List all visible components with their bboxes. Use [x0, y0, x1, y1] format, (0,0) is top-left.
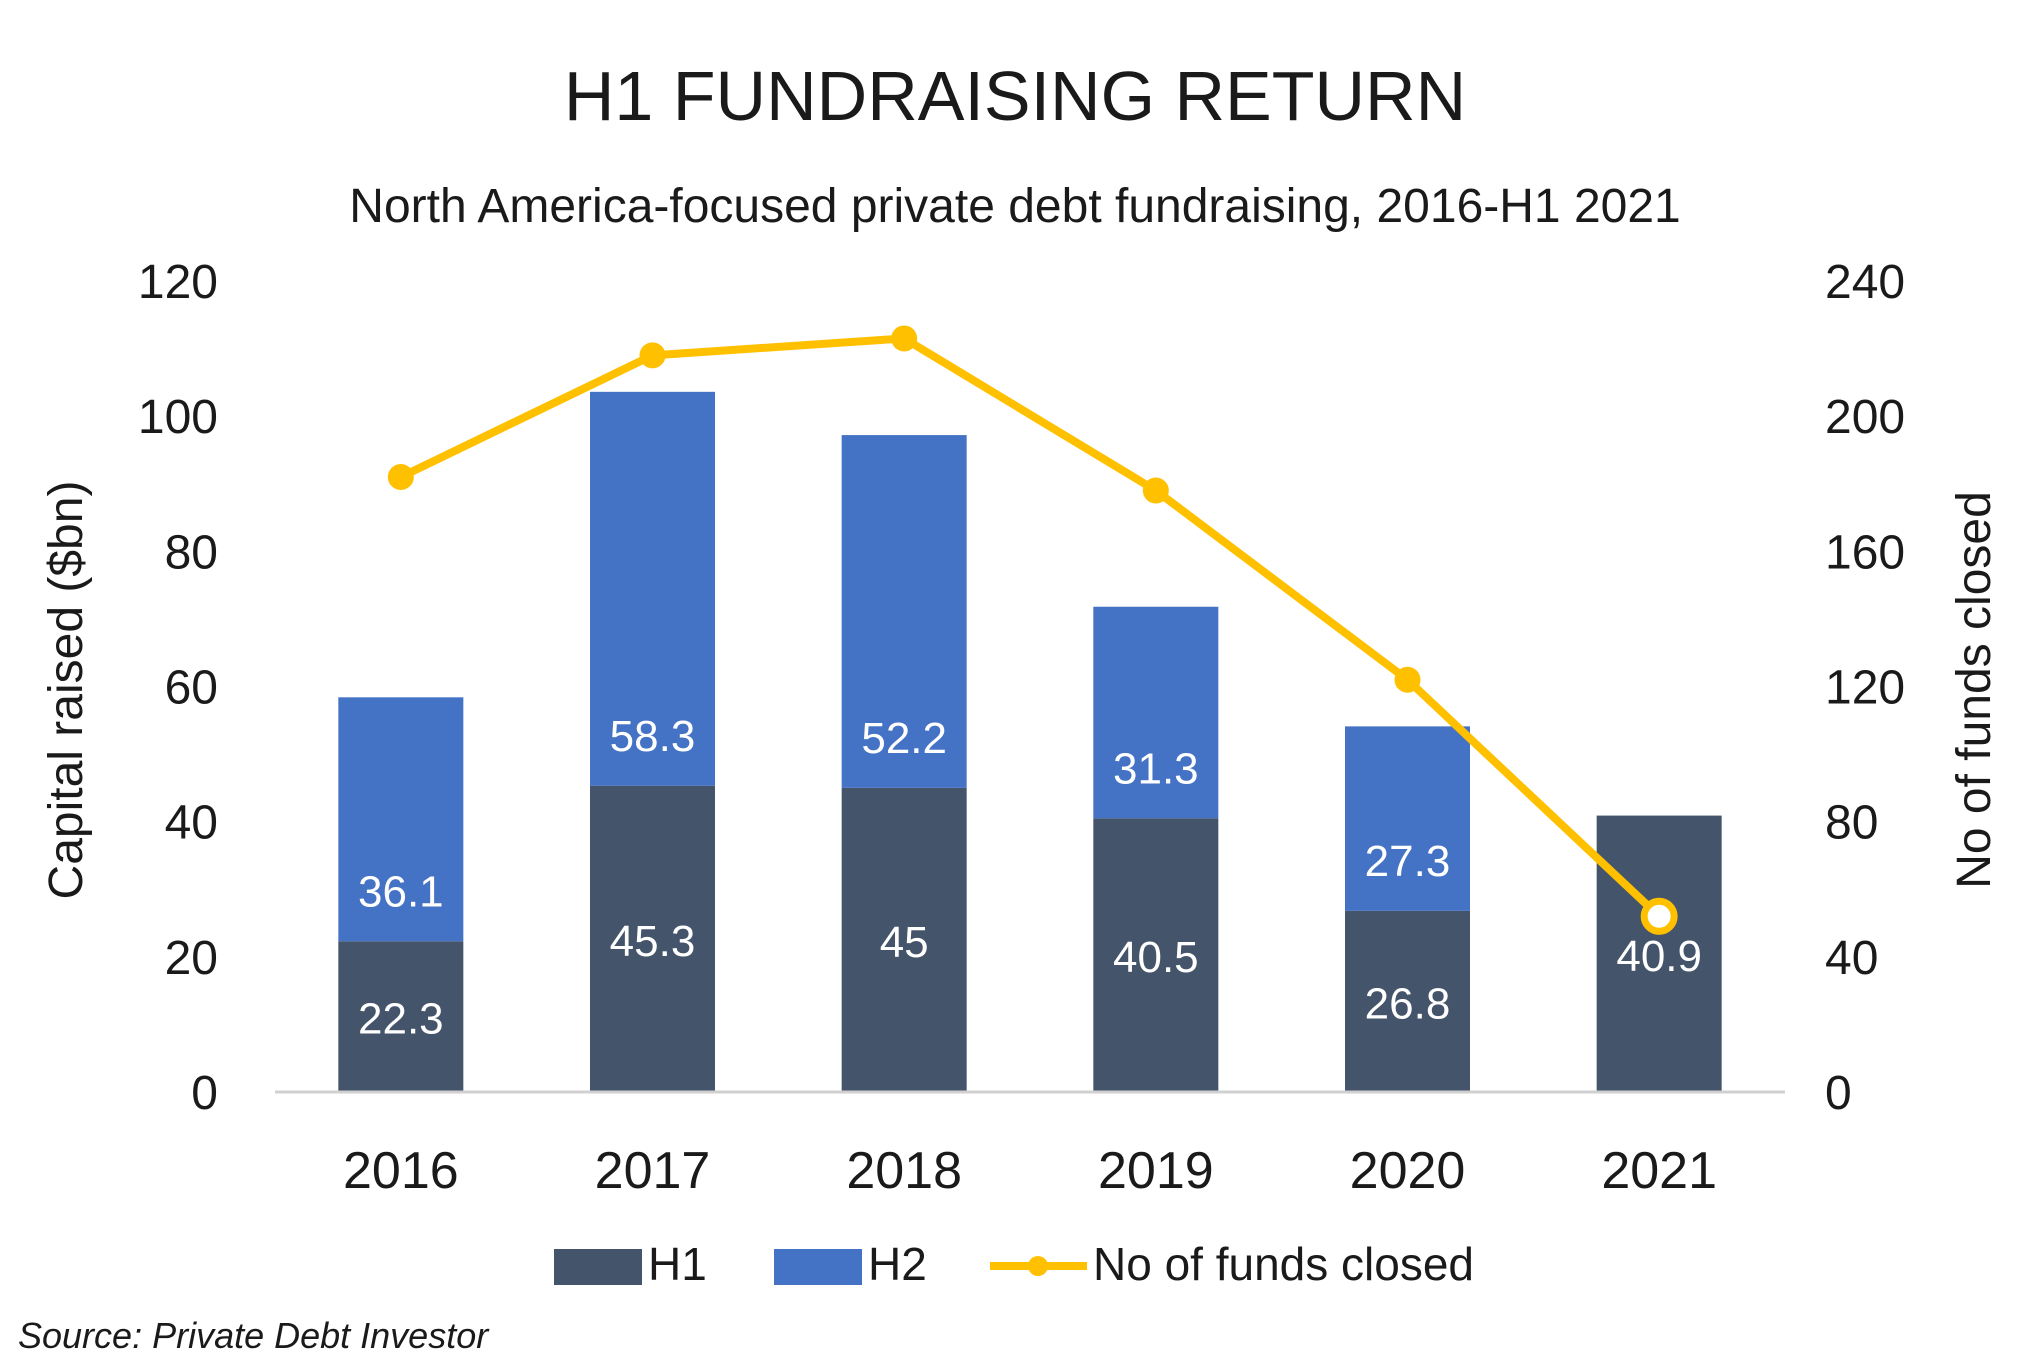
x-tick-label: 2019	[1098, 1142, 1214, 1200]
bar-h1	[1345, 910, 1470, 1092]
bar-value-label: 52.2	[861, 714, 947, 763]
bar-value-label: 36.1	[358, 867, 444, 916]
bar-value-label: 40.5	[1113, 933, 1199, 982]
y-tick-label: 120	[138, 256, 218, 309]
y2-axis-label: No of funds closed	[1948, 491, 2001, 889]
x-tick-label: 2021	[1601, 1142, 1717, 1200]
funds-point	[1142, 477, 1169, 504]
source-note: Source: Private Debt Investor	[18, 1315, 490, 1356]
chart-subtitle: North America-focused private debt fundr…	[349, 180, 1680, 233]
legend-label-h1: H1	[648, 1238, 707, 1290]
funds-point	[387, 463, 414, 490]
bar-value-label: 22.3	[358, 995, 444, 1044]
legend-label-h2: H2	[868, 1238, 927, 1290]
funds-point	[639, 342, 666, 369]
bar-h2	[590, 391, 715, 786]
y-tick-label: 100	[138, 391, 218, 444]
legend: H1 H2 No of funds closed	[554, 1238, 1474, 1290]
y2-tick-label: 120	[1825, 662, 1905, 715]
bar-h1	[1093, 818, 1219, 1092]
funds-point	[1640, 897, 1678, 935]
funds-point	[891, 325, 918, 352]
legend-swatch-h1	[554, 1249, 642, 1285]
y2-tick-label: 160	[1825, 526, 1905, 579]
y2-tick-label: 80	[1825, 797, 1878, 850]
y2-tick-label: 0	[1825, 1067, 1852, 1120]
bar-h2	[1093, 606, 1219, 819]
x-tick-label: 2017	[595, 1142, 711, 1200]
legend-line-marker	[1028, 1256, 1048, 1276]
chart-title: H1 FUNDRAISING RETURN	[564, 57, 1466, 135]
y2-tick-label: 40	[1825, 932, 1878, 985]
right-axis-ticks: 0 40 80 120 160 200 240	[1825, 256, 1905, 1120]
bar-h2	[1345, 726, 1470, 911]
y-tick-label: 40	[165, 797, 218, 850]
bar-value-label: 40.9	[1616, 932, 1702, 981]
bar-labels: 22.3 36.1 45.3 58.3 45 52.2 40.5 31.3 26.8 27.3 40…	[358, 712, 1702, 1044]
funds-point	[1394, 666, 1421, 693]
y-tick-label: 60	[165, 662, 218, 715]
y-tick-label: 0	[191, 1067, 218, 1120]
bar-h1	[1596, 815, 1722, 1092]
bar-value-label: 31.3	[1113, 744, 1199, 793]
bar-value-label: 45.3	[610, 917, 696, 966]
bar-h2	[841, 435, 967, 788]
bar-value-label: 27.3	[1365, 837, 1451, 886]
x-tick-label: 2016	[343, 1142, 459, 1200]
bars	[338, 391, 1722, 1092]
x-tick-label: 2020	[1350, 1142, 1466, 1200]
y-axis-label: Capital raised ($bn)	[40, 481, 93, 900]
funds-line-path	[399, 334, 1662, 920]
y2-tick-label: 240	[1825, 256, 1905, 309]
bar-value-label: 58.3	[610, 712, 696, 761]
y-tick-label: 20	[165, 932, 218, 985]
left-axis-ticks: 0 20 40 60 80 100 120	[138, 256, 218, 1120]
bar-h1	[841, 787, 967, 1092]
bar-value-label: 45	[880, 918, 929, 967]
y-tick-label: 80	[165, 526, 218, 579]
legend-label-funds: No of funds closed	[1093, 1238, 1474, 1290]
bar-h1	[590, 785, 715, 1092]
legend-swatch-h2	[774, 1249, 862, 1285]
x-axis-ticks: 2016 2017 2018 2019 2020 2021	[343, 1142, 1717, 1200]
bar-h1	[338, 941, 464, 1092]
bar-value-label: 26.8	[1365, 979, 1451, 1028]
bar-h2	[338, 697, 464, 942]
x-tick-label: 2018	[846, 1142, 962, 1200]
funds-line	[387, 325, 1678, 935]
y2-tick-label: 200	[1825, 391, 1905, 444]
